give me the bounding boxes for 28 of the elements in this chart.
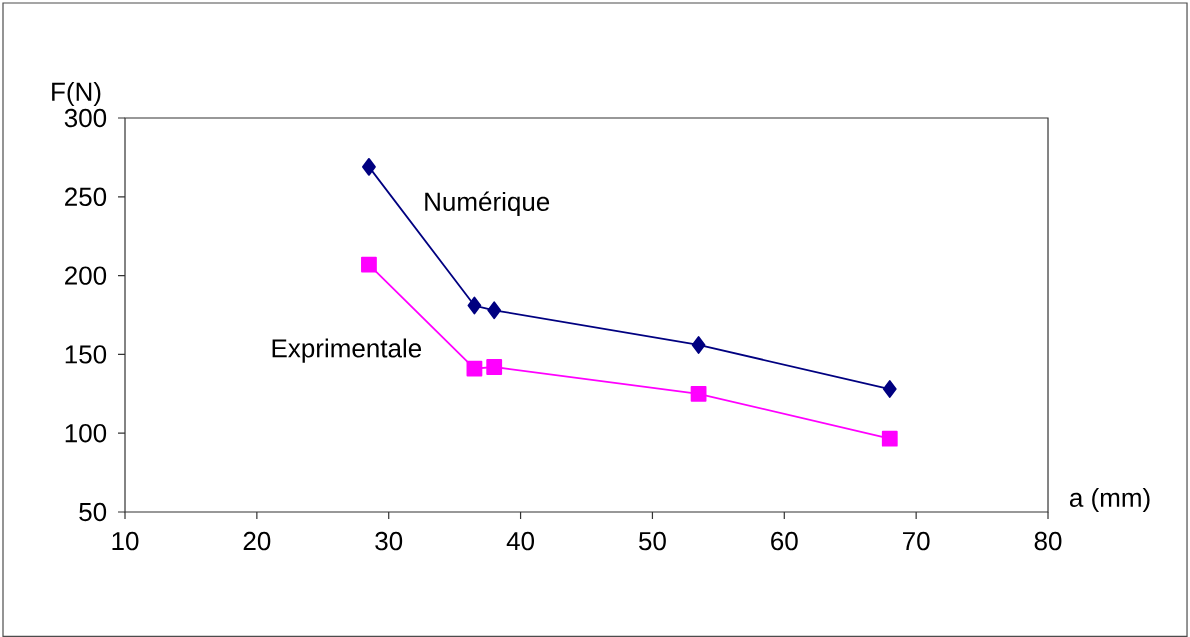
x-tick-label: 10 bbox=[112, 531, 139, 551]
point bbox=[690, 385, 707, 402]
y-tick-label: 300 bbox=[64, 108, 107, 128]
x-axis-title: a (mm) bbox=[1069, 487, 1150, 513]
x-tick-label: 40 bbox=[506, 531, 535, 551]
point bbox=[487, 301, 502, 320]
y-axis-title: F(N) bbox=[52, 81, 101, 107]
point bbox=[466, 360, 483, 377]
y-tick-label: 200 bbox=[65, 266, 107, 285]
x-tick-label: 60 bbox=[771, 531, 798, 551]
point bbox=[691, 336, 706, 354]
y-tick-label: 250 bbox=[65, 187, 107, 206]
y-tick-label: 150 bbox=[65, 345, 107, 364]
point bbox=[467, 296, 482, 315]
x-tick-label: 80 bbox=[1034, 531, 1062, 551]
series-label: Exprimentale bbox=[272, 338, 422, 363]
y-tick-label: 100 bbox=[65, 423, 107, 443]
point bbox=[486, 359, 503, 375]
point bbox=[362, 157, 376, 176]
x-tick-label: 50 bbox=[639, 531, 666, 551]
point bbox=[882, 380, 897, 398]
x-tick-label: 30 bbox=[375, 531, 403, 551]
point bbox=[361, 256, 377, 273]
y-tick-label: 50 bbox=[79, 502, 107, 522]
x-tick-label: 20 bbox=[243, 531, 271, 551]
series-label: Numérique bbox=[425, 191, 550, 217]
x-tick-label: 70 bbox=[903, 531, 930, 551]
point bbox=[881, 430, 898, 447]
